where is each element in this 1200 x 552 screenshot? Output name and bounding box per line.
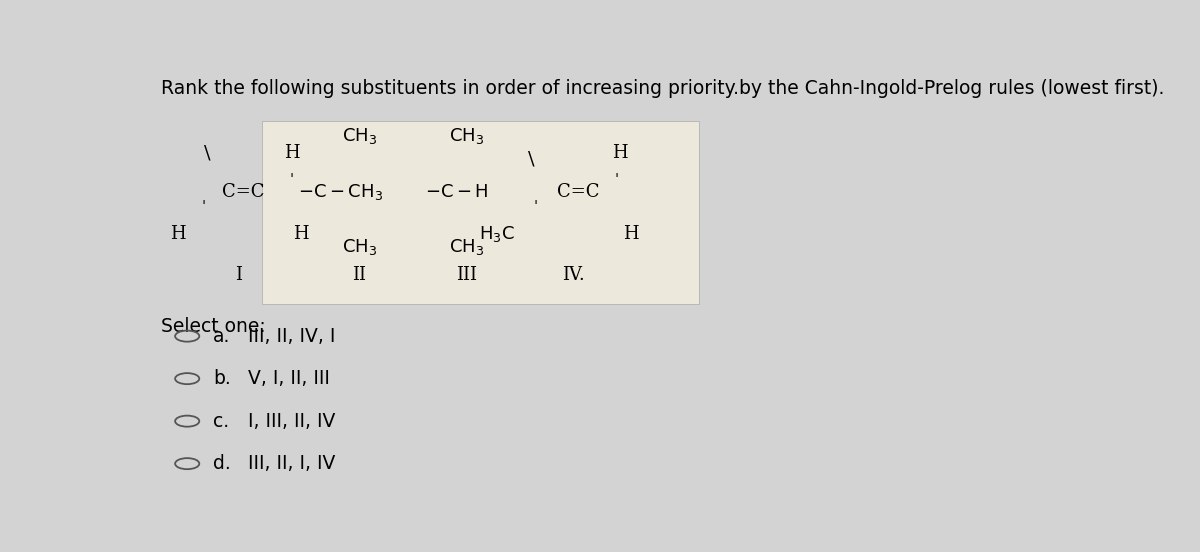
Text: $\mathrm{CH_3}$: $\mathrm{CH_3}$ [342, 237, 377, 257]
Text: c.: c. [214, 412, 229, 431]
Text: ': ' [614, 173, 619, 187]
Text: V, I, II, III: V, I, II, III [247, 369, 330, 388]
Text: a.: a. [214, 327, 230, 346]
Text: III, II, I, IV: III, II, I, IV [247, 454, 335, 473]
Text: d.: d. [214, 454, 230, 473]
Text: $\mathrm{CH_3}$: $\mathrm{CH_3}$ [449, 126, 484, 146]
Text: III: III [456, 266, 476, 284]
Text: $\mathrm{CH_3}$: $\mathrm{CH_3}$ [449, 237, 484, 257]
Text: H: H [283, 145, 299, 162]
Text: H: H [293, 225, 308, 243]
Text: \: \ [204, 145, 211, 162]
Text: $\mathrm{-C-H}$: $\mathrm{-C-H}$ [425, 183, 488, 200]
Text: ': ' [202, 199, 206, 214]
Text: Select one:: Select one: [161, 317, 266, 336]
Text: II: II [353, 266, 366, 284]
Text: C=C: C=C [557, 183, 599, 200]
Text: Rank the following substituents in order of increasing priority.by the Cahn-Ingo: Rank the following substituents in order… [161, 79, 1164, 98]
Text: ': ' [534, 199, 538, 214]
Text: b.: b. [214, 369, 230, 388]
Text: I, III, II, IV: I, III, II, IV [247, 412, 335, 431]
Text: $\mathrm{H_3C}$: $\mathrm{H_3C}$ [479, 224, 515, 244]
Text: III, II, IV, I: III, II, IV, I [247, 327, 335, 346]
Text: I: I [235, 266, 242, 284]
FancyBboxPatch shape [262, 121, 698, 304]
Text: C=C: C=C [222, 183, 264, 200]
Text: $\mathrm{CH_3}$: $\mathrm{CH_3}$ [342, 126, 377, 146]
Text: $\mathrm{-C-CH_3}$: $\mathrm{-C-CH_3}$ [298, 182, 383, 201]
Text: H: H [612, 145, 628, 162]
Text: IV.: IV. [562, 266, 584, 284]
Text: \: \ [528, 151, 535, 169]
Text: H: H [170, 225, 186, 243]
Text: H: H [623, 225, 638, 243]
Text: ': ' [289, 173, 294, 187]
